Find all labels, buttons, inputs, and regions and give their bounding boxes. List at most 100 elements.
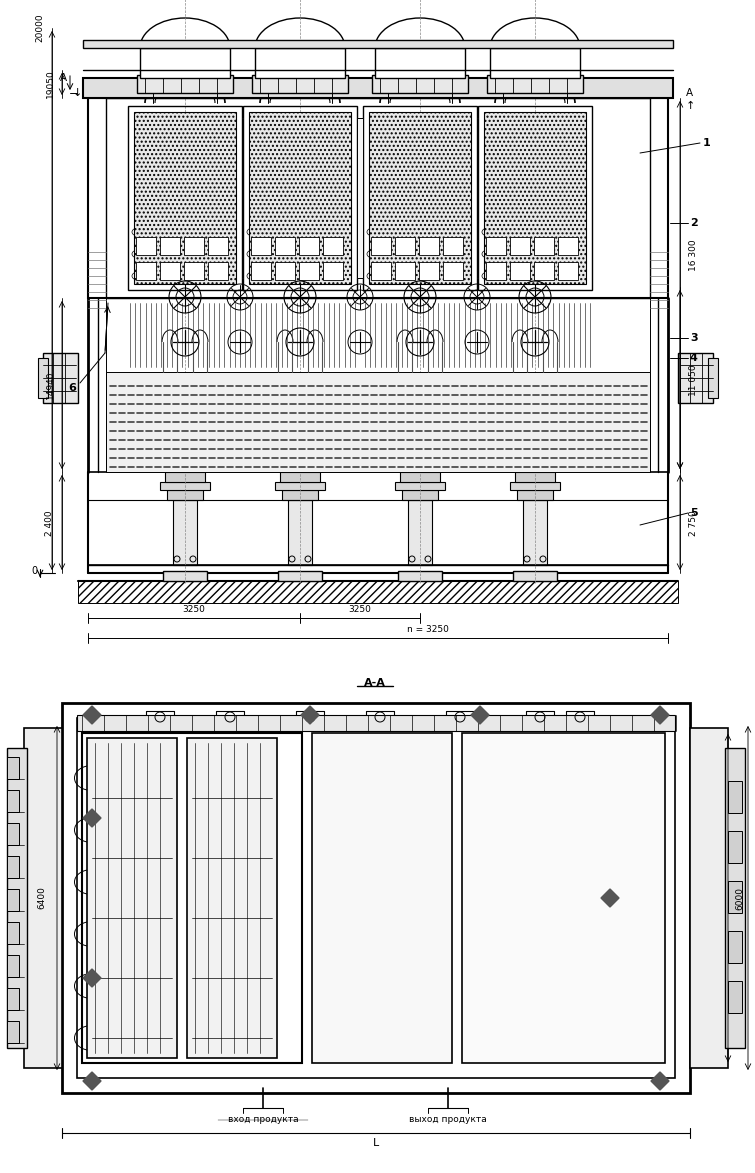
Bar [275, 262, 295, 280]
Bar [7, 748, 27, 1047]
Bar [255, 48, 345, 77]
Bar [523, 500, 547, 565]
Bar [163, 571, 207, 581]
Bar [136, 262, 156, 280]
Bar [7, 955, 19, 977]
Bar [280, 472, 320, 482]
Bar [77, 716, 675, 731]
Bar [275, 482, 325, 490]
Text: L: L [373, 1138, 379, 1148]
Text: 0: 0 [31, 567, 37, 576]
Text: 19050: 19050 [45, 69, 54, 99]
Text: 6400: 6400 [38, 887, 47, 909]
Bar [484, 111, 586, 284]
Bar [395, 482, 445, 490]
Bar [167, 490, 203, 500]
Polygon shape [83, 706, 101, 724]
Text: 3250: 3250 [183, 605, 205, 615]
Bar [82, 733, 302, 1063]
Bar [443, 262, 463, 280]
Bar [275, 237, 295, 255]
Bar [83, 77, 673, 99]
Bar [288, 500, 312, 565]
Bar [490, 48, 580, 77]
Text: 1: 1 [703, 138, 710, 148]
Bar [7, 757, 19, 779]
Text: А: А [686, 88, 693, 99]
Bar [7, 922, 19, 944]
Bar [7, 889, 19, 911]
Bar [369, 111, 471, 284]
Bar [728, 881, 742, 913]
Bar [395, 262, 415, 280]
Bar [249, 111, 351, 284]
Bar [366, 711, 394, 725]
Text: выход продукта: выход продукта [409, 1116, 487, 1125]
Text: вход продукта: вход продукта [228, 1116, 298, 1125]
Bar [137, 75, 233, 93]
Bar [678, 353, 713, 404]
Bar [462, 733, 665, 1063]
Bar [242, 118, 243, 278]
Text: 5: 5 [690, 508, 698, 518]
Bar [408, 500, 432, 565]
Bar [299, 262, 319, 280]
Bar [278, 571, 322, 581]
Bar [566, 711, 594, 725]
Bar [513, 571, 557, 581]
Bar [515, 472, 555, 482]
Text: 3250: 3250 [349, 605, 371, 615]
Bar [160, 237, 180, 255]
Bar [173, 500, 197, 565]
Bar [728, 781, 742, 813]
Bar [708, 358, 718, 398]
Text: n = 3250: n = 3250 [407, 624, 449, 633]
Polygon shape [471, 706, 489, 724]
Bar [7, 856, 19, 879]
Bar [208, 262, 228, 280]
Bar [160, 262, 180, 280]
Bar [146, 711, 174, 725]
Polygon shape [601, 889, 619, 907]
Bar [243, 106, 357, 290]
Polygon shape [83, 809, 101, 827]
Bar [165, 472, 205, 482]
Bar [419, 237, 439, 255]
Bar [43, 353, 78, 404]
Bar [398, 571, 442, 581]
Bar [187, 738, 277, 1058]
Bar [7, 789, 19, 812]
Polygon shape [651, 1072, 669, 1090]
Bar [534, 262, 554, 280]
Bar [323, 237, 343, 255]
Text: 20000: 20000 [35, 14, 45, 42]
Text: 6000: 6000 [735, 887, 744, 909]
Bar [134, 111, 236, 284]
Text: 2 750: 2 750 [689, 510, 698, 536]
Text: ↓: ↓ [72, 88, 82, 99]
Bar [478, 106, 592, 290]
Text: 16 300: 16 300 [689, 239, 698, 271]
Bar [486, 237, 506, 255]
Bar [728, 931, 742, 963]
Bar [7, 1021, 19, 1043]
Text: А: А [60, 73, 66, 83]
Bar [128, 106, 242, 290]
Bar [728, 981, 742, 1013]
Bar [357, 118, 363, 278]
Bar [477, 118, 478, 278]
Bar [251, 237, 271, 255]
Text: 4: 4 [690, 353, 698, 362]
Bar [372, 75, 468, 93]
Text: 6: 6 [68, 384, 76, 393]
Bar [510, 237, 530, 255]
Bar [486, 262, 506, 280]
Text: 3: 3 [690, 333, 698, 343]
Bar [371, 262, 391, 280]
Bar [106, 372, 650, 472]
Bar [371, 237, 391, 255]
Bar [526, 711, 554, 725]
Bar [160, 482, 210, 490]
Bar [728, 830, 742, 863]
Bar [83, 40, 673, 48]
